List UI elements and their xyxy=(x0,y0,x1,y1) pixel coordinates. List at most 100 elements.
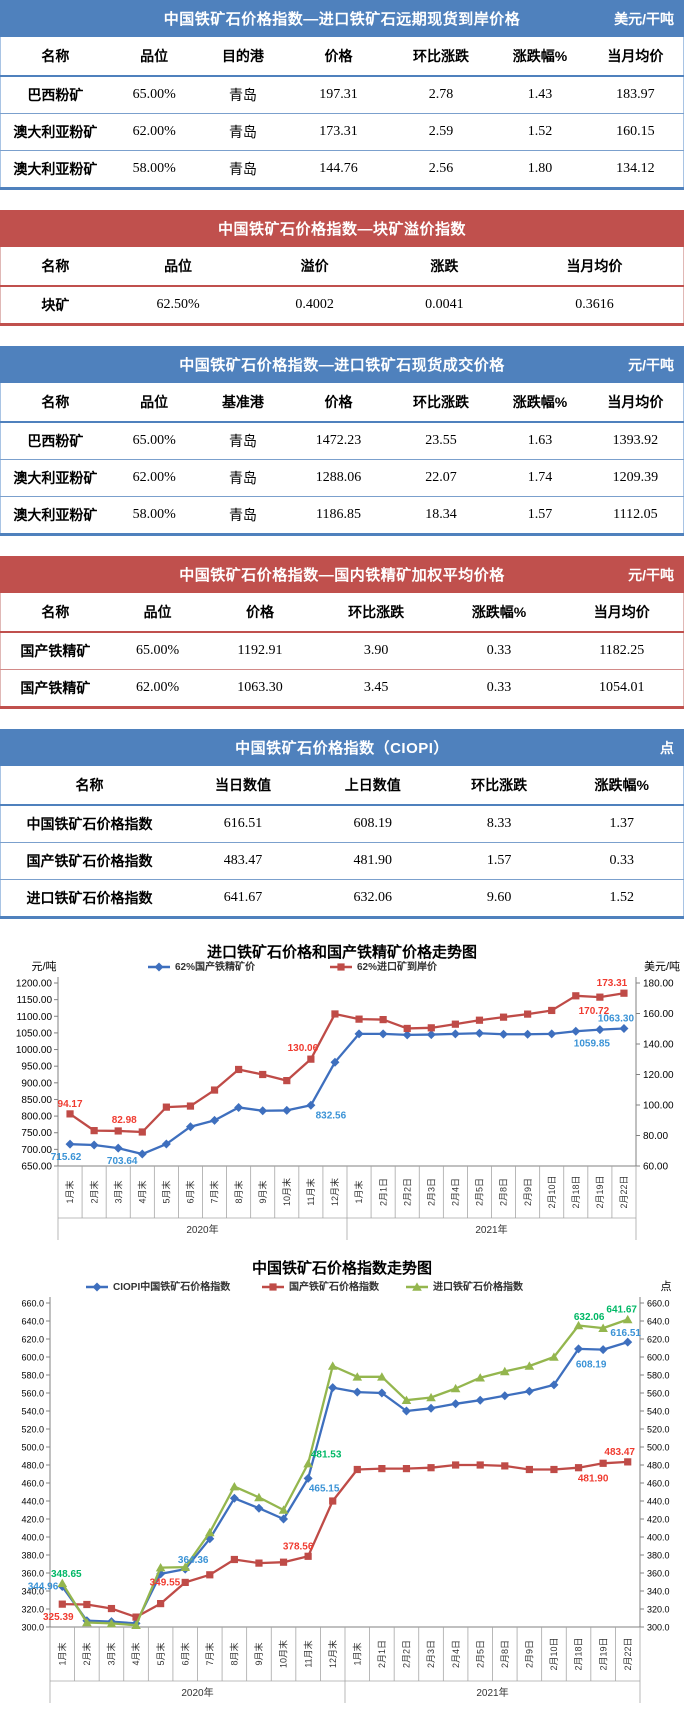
index-trend-chart-block: 中国铁矿石价格指数走势图点 CIOPI中国铁矿石价格指数 国产铁矿石价格指数 进口铁矿… xyxy=(0,1255,684,1712)
year-label: 2021年 xyxy=(475,1223,507,1236)
x-tick-label: 8月末 xyxy=(229,1642,240,1665)
data-label: 378.56 xyxy=(283,1541,314,1552)
data-point-marker xyxy=(378,1465,386,1473)
data-point-marker xyxy=(475,1373,486,1382)
column-header: 品位 xyxy=(109,383,199,423)
table-row: 澳大利亚粉矿 58.00% 青岛 1186.85 18.34 1.57 1112.05 xyxy=(0,496,684,533)
row-name-cell: 国产铁精矿 xyxy=(0,632,110,670)
x-axis: 1月末 2月末 3月末 4月末 5月末 6月末 7月末 8月末 9月末 10月末 11月末 12月末 1… xyxy=(57,1165,637,1218)
data-point-marker xyxy=(451,1020,459,1028)
data-point-marker xyxy=(353,1465,361,1474)
year-axis: 2020年 2021年 xyxy=(57,1217,637,1240)
data-point-marker xyxy=(401,1406,411,1416)
x-tick-label: 2月2日 xyxy=(402,1178,412,1206)
legend-marker-icon xyxy=(337,963,345,971)
column-header: 名称 xyxy=(0,593,110,633)
y-axis-label: 660.0 xyxy=(647,1299,670,1309)
value-cell: 9.60 xyxy=(437,879,561,916)
header-row: 名称 品位 基准港 价格 环比涨跌 涨跌幅% 当月均价 xyxy=(0,383,684,423)
table-row: 进口铁矿石价格指数 641.67 632.06 9.60 1.52 xyxy=(0,879,684,916)
data-label: 715.62 xyxy=(51,1152,82,1163)
value-cell: 2.56 xyxy=(389,150,493,187)
legend-marker-icon xyxy=(154,962,164,972)
y-axis-label: 1050.00 xyxy=(16,1028,53,1039)
y-axis-label: 360.0 xyxy=(647,1569,670,1579)
value-cell: 1.37 xyxy=(560,805,684,843)
data-point-marker xyxy=(259,1070,267,1079)
value-cell: 青岛 xyxy=(198,76,288,114)
table-unit-label: 元/干吨 xyxy=(628,356,674,373)
value-cell: 1.80 xyxy=(492,150,588,187)
data-label: 483.47 xyxy=(604,1447,635,1458)
x-tick-label: 1月末 xyxy=(64,1180,75,1203)
table-body: 巴西粉矿 65.00% 青岛 197.31 2.78 1.43 183.97 澳大利亚粉矿 62… xyxy=(0,76,684,187)
y-axis-label: 300.0 xyxy=(647,1623,670,1633)
legend-marker-icon xyxy=(269,1283,277,1291)
data-label: 349.55 xyxy=(150,1577,181,1588)
data-point-marker xyxy=(476,1461,484,1469)
data-label: 173.31 xyxy=(597,978,628,989)
data-point-marker xyxy=(547,1029,557,1039)
row-name-cell: 澳大利亚粉矿 xyxy=(0,150,110,187)
data-label: 364.36 xyxy=(178,1555,209,1566)
data-point-marker xyxy=(132,1613,140,1621)
value-cell: 183.97 xyxy=(587,76,684,114)
y-axis-label: 1200.00 xyxy=(16,979,53,990)
y-axis-label: 420.0 xyxy=(647,1515,670,1525)
data-point-marker xyxy=(501,1462,509,1470)
series-2 xyxy=(57,1314,633,1629)
x-tick-label: 2月9日 xyxy=(523,1178,533,1206)
table-title-bar: 中国铁矿石价格指数—国内铁精矿加权平均价格 元/干吨 xyxy=(0,556,684,593)
value-cell: 1182.25 xyxy=(560,632,684,670)
data-point-marker xyxy=(499,1366,510,1376)
x-tick-label: 2月3日 xyxy=(426,1640,436,1668)
y-axis-label: 640.0 xyxy=(21,1317,44,1327)
data-point-marker xyxy=(573,1320,584,1330)
value-cell: 1054.01 xyxy=(560,669,684,706)
column-header: 价格 xyxy=(287,383,390,423)
price-trend-chart-block: 进口铁矿石价格和国产铁精矿价格走势图 元/吨 美元/吨 62%国产铁精矿价 62%进口矿… xyxy=(0,939,684,1249)
data-point-marker xyxy=(58,1600,66,1608)
legend-item: CIOPI中国铁矿石价格指数 xyxy=(86,1280,231,1293)
x-tick-label: 2月8日 xyxy=(499,1178,509,1206)
data-point-marker xyxy=(113,1143,123,1153)
y-axis-label: 640.0 xyxy=(647,1317,670,1327)
data-point-marker xyxy=(549,1352,559,1361)
y-axis-label: 440.0 xyxy=(21,1497,44,1507)
data-point-marker xyxy=(83,1600,91,1609)
ciopi-index-table: 中国铁矿石价格指数（CIOPI）点名称 当日数值 上日数值 环比涨跌 涨跌幅% 中国铁矿石… xyxy=(0,729,684,919)
data-point-marker xyxy=(402,1030,412,1040)
data-point-marker xyxy=(304,1552,312,1560)
x-tick-label: 7月末 xyxy=(204,1642,215,1665)
value-cell: 641.67 xyxy=(178,879,308,916)
row-name-cell: 澳大利亚粉矿 xyxy=(0,459,110,497)
value-cell: 1.52 xyxy=(492,113,588,151)
x-tick-label: 2月10日 xyxy=(547,1175,557,1208)
value-cell: 483.47 xyxy=(178,842,308,880)
value-cell: 1.74 xyxy=(492,459,588,497)
column-header: 价格 xyxy=(287,37,390,77)
data-point-marker xyxy=(619,1023,629,1033)
y-axis-label: 380.0 xyxy=(21,1551,44,1561)
data-label: 82.98 xyxy=(112,1115,137,1126)
import-vs-domestic-price-trend-chart: 进口铁矿石价格和国产铁精矿价格走势图 元/吨 美元/吨 62%国产铁精矿价 62%进口矿… xyxy=(0,939,684,1249)
data-point-marker xyxy=(204,1527,215,1537)
data-label: 641.67 xyxy=(606,1304,637,1315)
data-point-marker xyxy=(524,1361,535,1370)
data-point-marker xyxy=(451,1399,461,1409)
data-table: 名称 当日数值 上日数值 环比涨跌 涨跌幅% 中国铁矿石价格指数 616.51 608.19 8… xyxy=(0,766,684,916)
value-cell: 65.00% xyxy=(109,76,199,114)
data-point-marker xyxy=(598,1323,608,1332)
value-cell: 23.55 xyxy=(389,422,493,460)
value-cell: 青岛 xyxy=(198,113,288,151)
y-axis-label: 580.0 xyxy=(647,1371,670,1381)
column-header: 涨跌幅% xyxy=(437,593,561,633)
x-tick-label: 3月末 xyxy=(112,1180,123,1203)
value-cell: 62.00% xyxy=(109,669,206,706)
row-name-cell: 国产铁精矿 xyxy=(0,669,110,706)
series-line xyxy=(68,1027,626,1156)
value-cell: 65.00% xyxy=(109,422,199,460)
data-point-marker xyxy=(352,1372,363,1381)
value-cell: 608.19 xyxy=(307,805,438,843)
value-cell: 65.00% xyxy=(109,632,206,670)
